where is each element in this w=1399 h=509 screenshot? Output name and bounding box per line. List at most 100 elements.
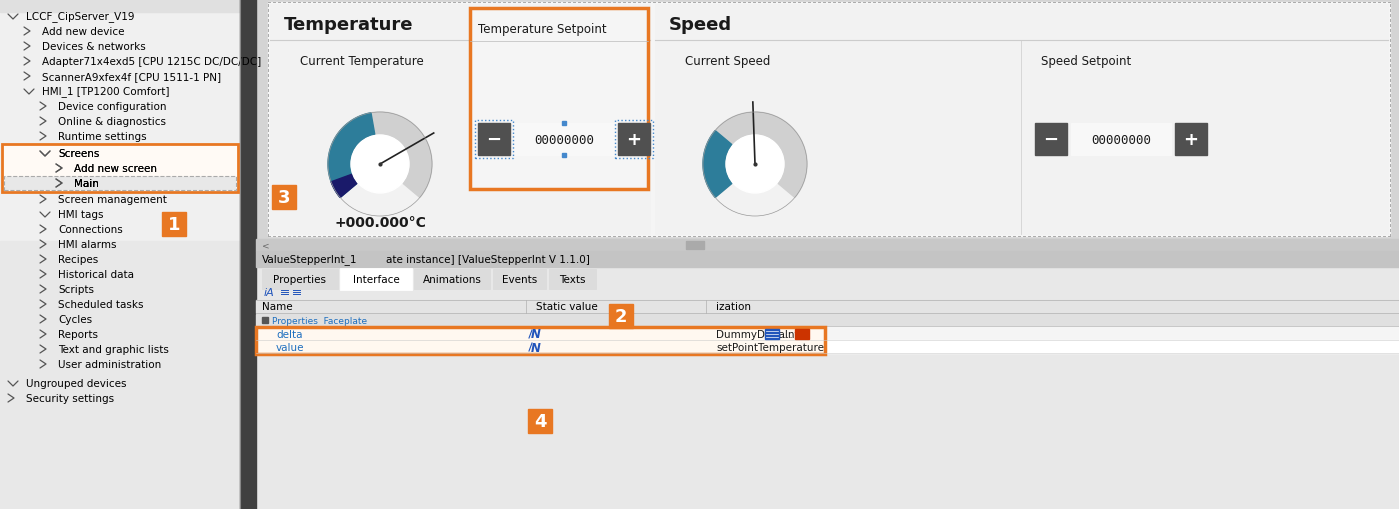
Bar xyxy=(162,213,186,237)
Text: Name: Name xyxy=(262,302,292,312)
Text: User administration: User administration xyxy=(57,359,161,369)
Text: Text and graphic lists: Text and graphic lists xyxy=(57,344,169,354)
Text: Speed Setpoint: Speed Setpoint xyxy=(1041,54,1132,67)
Text: DummyDeltaInt: DummyDeltaInt xyxy=(716,329,799,340)
Bar xyxy=(256,341,1399,353)
Text: Properties: Properties xyxy=(273,274,326,285)
Polygon shape xyxy=(327,114,375,198)
Bar xyxy=(513,124,614,156)
Text: Main: Main xyxy=(74,179,99,189)
Text: ate instance] [ValueStepperInt V 1.1.0]: ate instance] [ValueStepperInt V 1.1.0] xyxy=(386,254,590,265)
Text: Reports: Reports xyxy=(57,329,98,340)
Text: Interface: Interface xyxy=(353,274,400,285)
Bar xyxy=(262,269,339,290)
Text: −: − xyxy=(1044,131,1059,149)
Bar xyxy=(795,329,809,340)
Bar xyxy=(476,121,513,159)
Bar xyxy=(0,242,1399,509)
Bar xyxy=(527,409,553,433)
Text: +: + xyxy=(627,131,642,149)
Bar xyxy=(494,269,546,290)
Bar xyxy=(1175,124,1207,156)
Circle shape xyxy=(351,136,409,193)
Text: Device configuration: Device configuration xyxy=(57,102,166,112)
Text: <: < xyxy=(262,241,270,250)
Text: value: value xyxy=(276,343,305,352)
Bar xyxy=(478,124,511,156)
Bar xyxy=(292,288,301,297)
Polygon shape xyxy=(332,175,357,198)
Bar xyxy=(686,242,704,249)
Bar xyxy=(341,269,411,290)
Text: 1: 1 xyxy=(168,216,180,234)
Bar xyxy=(1035,124,1067,156)
Text: Online & diagnostics: Online & diagnostics xyxy=(57,117,166,127)
Text: Screens: Screens xyxy=(57,149,99,159)
Text: Ungrouped devices: Ungrouped devices xyxy=(27,378,126,388)
Text: Texts: Texts xyxy=(560,274,586,285)
Bar xyxy=(241,0,256,509)
Text: HMI_1 [TP1200 Comfort]: HMI_1 [TP1200 Comfort] xyxy=(42,87,169,97)
Bar xyxy=(1072,124,1171,156)
Text: 00000000: 00000000 xyxy=(1091,133,1151,146)
Text: Scheduled tasks: Scheduled tasks xyxy=(57,299,144,309)
Bar xyxy=(655,5,1388,235)
Polygon shape xyxy=(327,113,432,198)
Text: 2: 2 xyxy=(614,307,627,325)
Bar xyxy=(470,9,648,190)
Bar xyxy=(256,315,1399,326)
Text: Temperature: Temperature xyxy=(284,16,414,34)
Text: ization: ization xyxy=(716,302,751,312)
Text: delta: delta xyxy=(276,329,302,340)
Text: ...: ... xyxy=(783,329,793,340)
Text: Screen management: Screen management xyxy=(57,194,166,205)
Text: Events: Events xyxy=(502,274,537,285)
Bar xyxy=(256,327,1399,341)
Text: Speed: Speed xyxy=(669,16,732,34)
Text: HMI alarms: HMI alarms xyxy=(57,240,116,249)
Text: 4: 4 xyxy=(534,412,546,430)
Text: HMI tags: HMI tags xyxy=(57,210,104,219)
Bar xyxy=(256,251,1399,267)
Polygon shape xyxy=(704,131,732,198)
Bar xyxy=(0,0,241,509)
Text: −: − xyxy=(487,131,502,149)
Text: LCCF_CipServer_V19: LCCF_CipServer_V19 xyxy=(27,12,134,22)
Text: setPointTemperature: setPointTemperature xyxy=(716,343,824,352)
Text: Add new screen: Add new screen xyxy=(74,164,157,174)
Text: Recipes: Recipes xyxy=(57,254,98,265)
Text: Temperature Setpoint: Temperature Setpoint xyxy=(478,22,607,36)
Text: Adapter71x4exd5 [CPU 1215C DC/DC/DC]: Adapter71x4exd5 [CPU 1215C DC/DC/DC] xyxy=(42,57,262,67)
Bar xyxy=(256,327,825,354)
Text: Cycles: Cycles xyxy=(57,315,92,324)
Bar xyxy=(616,121,653,159)
Text: +: + xyxy=(1184,131,1199,149)
Text: 3: 3 xyxy=(278,189,290,207)
Bar xyxy=(256,300,1399,314)
Bar xyxy=(256,0,1399,240)
Bar xyxy=(414,269,490,290)
Text: ValueStepperInt_1: ValueStepperInt_1 xyxy=(262,254,358,265)
Text: Connections: Connections xyxy=(57,224,123,235)
Text: Historical data: Historical data xyxy=(57,269,134,279)
Text: iA: iA xyxy=(264,288,274,297)
Polygon shape xyxy=(704,113,807,198)
Text: Add new device: Add new device xyxy=(42,27,125,37)
Bar xyxy=(548,269,596,290)
Bar xyxy=(269,3,1391,237)
Bar xyxy=(256,240,1399,251)
Circle shape xyxy=(726,136,783,193)
Text: +000.000°C: +000.000°C xyxy=(334,216,425,230)
Bar xyxy=(765,329,779,340)
Bar xyxy=(609,304,632,328)
Text: Current Temperature: Current Temperature xyxy=(299,54,424,67)
Text: Main: Main xyxy=(74,179,99,189)
Bar xyxy=(262,318,269,323)
Text: N: N xyxy=(532,328,541,341)
Text: Runtime settings: Runtime settings xyxy=(57,132,147,142)
Text: Security settings: Security settings xyxy=(27,393,115,403)
Text: Static value: Static value xyxy=(536,302,597,312)
Text: Scripts: Scripts xyxy=(57,285,94,294)
Bar xyxy=(0,0,241,13)
Text: Main: Main xyxy=(74,179,99,189)
